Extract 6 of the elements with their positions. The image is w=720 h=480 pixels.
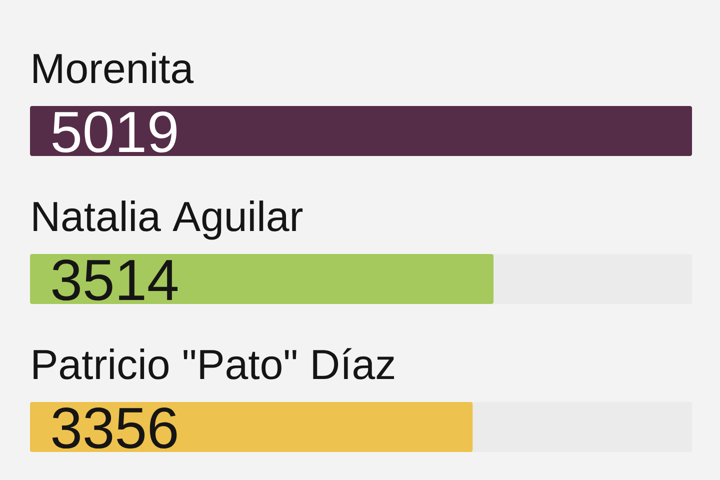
data-label: 3514 [52, 259, 178, 301]
y-tick-label: Natalia Aguilar [34, 200, 303, 240]
y-tick-label: Patricio "Pato" Díaz [34, 348, 394, 380]
y-tick-label: Morenita [34, 52, 194, 84]
data-label: 3356 [52, 407, 177, 449]
data-label: 5019 [52, 111, 176, 153]
